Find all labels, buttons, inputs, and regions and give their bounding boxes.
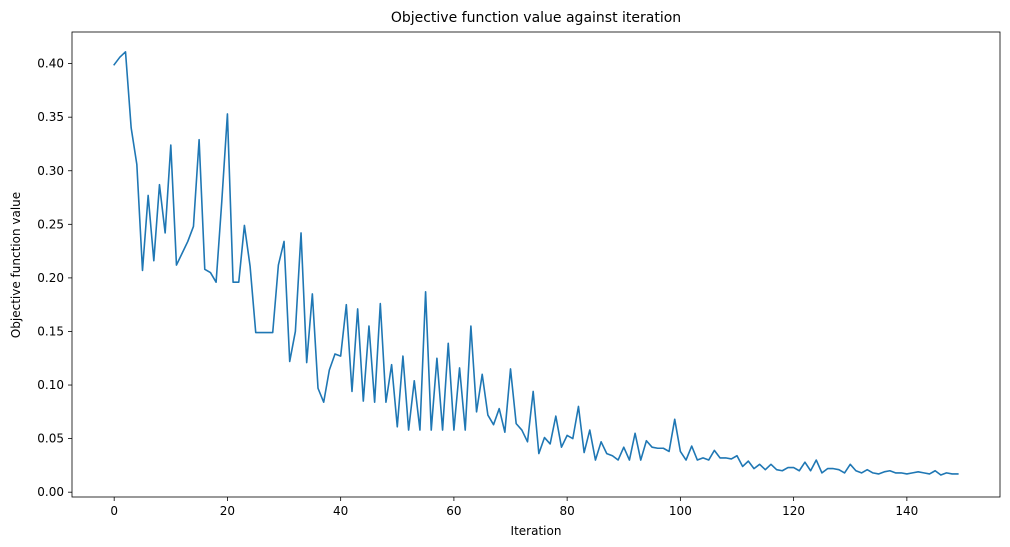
y-tick-label: 0.25 <box>37 217 64 231</box>
x-tick-label: 80 <box>560 504 575 518</box>
x-tick-label: 100 <box>669 504 692 518</box>
y-axis-label: Objective function value <box>9 192 23 338</box>
y-tick-label: 0.20 <box>37 271 64 285</box>
y-tick-label: 0.00 <box>37 485 64 499</box>
x-tick-label: 40 <box>333 504 348 518</box>
x-axis-label: Iteration <box>511 524 562 538</box>
plot-frame <box>71 31 1001 498</box>
y-tick-label: 0.15 <box>37 324 64 338</box>
x-tick-label: 20 <box>220 504 235 518</box>
y-tick-label: 0.30 <box>37 164 64 178</box>
plot-area: 0 20 40 60 80 100 120 140 0.00 0.05 0.10 0.15 0.20 0.… <box>37 31 1001 518</box>
x-tick-label: 60 <box>446 504 461 518</box>
x-tick-label: 0 <box>110 504 118 518</box>
x-tick-label: 140 <box>895 504 918 518</box>
chart-title: Objective function value against iterati… <box>391 10 681 26</box>
y-tick-label: 0.05 <box>37 432 64 446</box>
y-tick-label: 0.40 <box>37 57 64 71</box>
series-line-0 <box>113 51 959 476</box>
x-tick-label: 120 <box>782 504 805 518</box>
y-tick-label: 0.10 <box>37 378 64 392</box>
y-tick-label: 0.35 <box>37 110 64 124</box>
